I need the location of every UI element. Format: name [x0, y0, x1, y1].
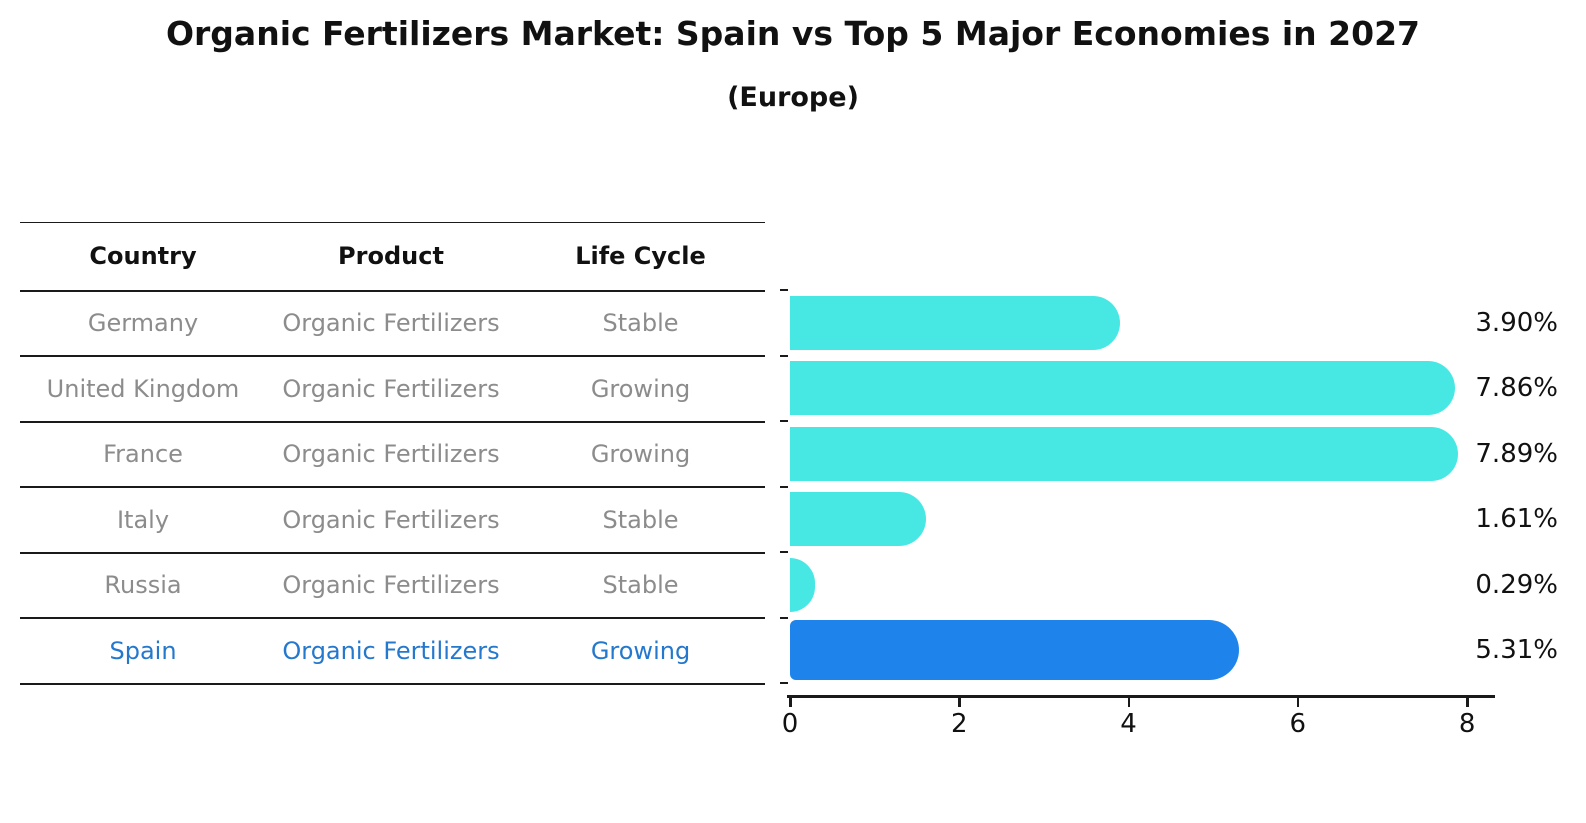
cell-product: Organic Fertilizers — [282, 571, 500, 600]
x-tick-label-6: 6 — [1289, 709, 1307, 739]
y-tick-mark — [780, 551, 788, 553]
table-row-germany: Germany Organic Fertilizers Stable — [20, 292, 765, 357]
value-label-germany: 3.90% — [1475, 307, 1558, 338]
chart-row-italy: 1.61% — [790, 487, 1558, 553]
chart-row-united-kingdom: 7.86% — [790, 356, 1558, 422]
x-tick-label-0: 0 — [781, 709, 799, 739]
y-tick-mark — [780, 682, 788, 684]
bar-russia — [790, 557, 815, 612]
cell-country: Spain — [109, 636, 177, 665]
chart-subtitle: (Europe) — [727, 82, 859, 113]
y-tick-mark — [780, 616, 788, 619]
chart-rows: 3.90% 7.86% 7.89% 1.61% 0.29% 5.31% — [790, 290, 1558, 684]
y-tick-mark — [780, 354, 788, 357]
column-header-product: Product — [338, 242, 444, 271]
country-table: Country Product Life Cycle Germany Organi… — [20, 222, 765, 685]
chart-row-france: 7.89% — [790, 421, 1558, 487]
x-tick-mark-4 — [1127, 697, 1130, 707]
cell-country: Germany — [87, 309, 199, 338]
x-tick-mark-0 — [789, 697, 792, 707]
x-tick-mark-8 — [1466, 697, 1469, 707]
table-row-france: France Organic Fertilizers Growing — [20, 423, 765, 488]
value-label-france: 7.89% — [1475, 438, 1558, 469]
bar-italy — [790, 492, 927, 546]
column-header-lifecycle: Life Cycle — [575, 242, 706, 271]
cell-product: Organic Fertilizers — [282, 505, 500, 534]
x-axis-line — [787, 695, 1495, 698]
table-row-spain: Spain Organic Fertilizers Growing — [20, 619, 765, 685]
x-tick-mark-6 — [1296, 697, 1300, 707]
y-tick-mark — [780, 485, 788, 488]
cell-country: Russia — [104, 571, 182, 600]
x-tick-label-4: 4 — [1120, 709, 1137, 739]
bar-united-kingdom — [790, 361, 1456, 415]
cell-life-cycle: Growing — [590, 440, 691, 469]
table-header-row: Country Product Life Cycle — [20, 223, 765, 292]
table-row-italy: Italy Organic Fertilizers Stable — [20, 488, 765, 554]
cell-life-cycle: Stable — [602, 571, 679, 600]
chart-title: Organic Fertilizers Market: Spain vs Top… — [165, 14, 1421, 53]
cell-life-cycle: Growing — [590, 374, 691, 403]
x-tick-label-2: 2 — [951, 709, 968, 739]
x-tick-mark-2 — [958, 697, 961, 707]
value-label-united-kingdom: 7.86% — [1475, 373, 1558, 404]
cell-product: Organic Fertilizers — [282, 440, 500, 469]
chart-row-germany: 3.90% — [790, 290, 1558, 356]
y-tick-mark — [780, 289, 788, 291]
bar-france — [790, 426, 1458, 481]
cell-life-cycle: Stable — [602, 309, 679, 338]
bar-germany — [790, 295, 1121, 350]
cell-life-cycle: Stable — [602, 505, 679, 534]
chart-row-spain: 5.31% — [790, 618, 1558, 684]
value-label-spain: 5.31% — [1475, 635, 1558, 666]
bar-spain — [790, 619, 1240, 680]
x-tick-label-8: 8 — [1458, 709, 1476, 739]
chart-row-russia: 0.29% — [790, 552, 1558, 618]
cell-product: Organic Fertilizers — [282, 636, 500, 665]
cell-country: United Kingdom — [46, 374, 240, 403]
cell-product: Organic Fertilizers — [282, 309, 500, 338]
value-label-russia: 0.29% — [1475, 569, 1558, 600]
cell-country: France — [103, 440, 183, 469]
cell-country: Italy — [116, 505, 170, 534]
table-row-united-kingdom: United Kingdom Organic Fertilizers Growing — [20, 357, 765, 423]
y-tick-mark — [780, 420, 788, 422]
bar-chart: 3.90% 7.86% 7.89% 1.61% 0.29% 5.31% 0 2 4 6 8 — [780, 289, 1558, 739]
cell-product: Organic Fertilizers — [282, 374, 500, 403]
cell-life-cycle: Growing — [590, 636, 691, 665]
table-body: Germany Organic Fertilizers Stable United K… — [20, 292, 765, 685]
table-row-russia: Russia Organic Fertilizers Stable — [20, 554, 765, 619]
column-header-country: Country — [89, 242, 197, 271]
value-label-italy: 1.61% — [1475, 504, 1558, 535]
